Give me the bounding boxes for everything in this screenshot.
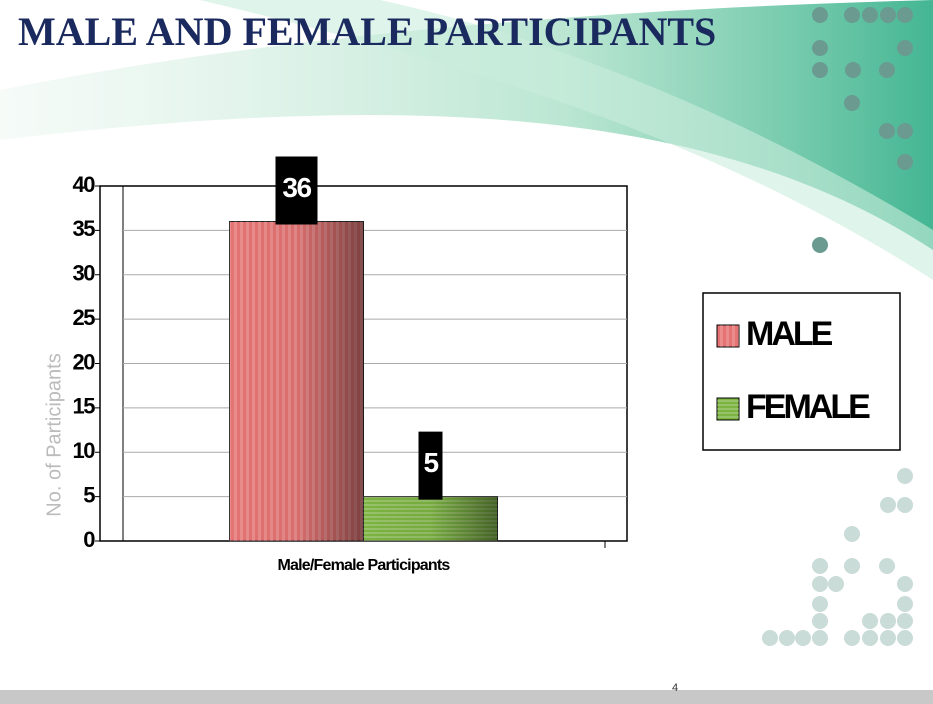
- slide-title: MALE AND FEMALE PARTICIPANTS: [18, 9, 716, 54]
- y-tick-label: 15: [73, 394, 96, 419]
- swoosh: [0, 0, 933, 250]
- y-tick-label: 25: [73, 305, 96, 330]
- swoosh-2: [200, 0, 933, 280]
- page-number: 4: [672, 682, 678, 694]
- data-label: 36: [282, 172, 311, 203]
- legend-swatch-texture: [717, 325, 739, 347]
- bar-shade: [363, 496, 498, 541]
- footer-bar: [0, 690, 933, 704]
- data-label: 5: [423, 447, 438, 478]
- legend-label: FEMALE: [746, 388, 870, 426]
- decor-dots: [812, 7, 913, 253]
- y-tick-label: 10: [73, 438, 96, 463]
- legend-label: MALE: [746, 315, 833, 353]
- y-tick-label: 30: [73, 261, 96, 286]
- decor-dots-light: [762, 468, 913, 646]
- y-tick-label: 35: [73, 216, 96, 241]
- y-axis-label: No. of Participants: [43, 353, 65, 516]
- bar-shade: [229, 221, 364, 541]
- data-label-box: [418, 431, 443, 500]
- x-tick-label: Male/Female Participants: [278, 557, 451, 574]
- y-tick-label: 20: [73, 349, 96, 374]
- y-tick-label: 40: [73, 172, 96, 197]
- data-label-box: [275, 156, 318, 225]
- y-tick-label: 0: [83, 527, 95, 552]
- legend-swatch-texture: [717, 398, 739, 420]
- y-tick-label: 5: [83, 482, 95, 507]
- legend-box: [702, 292, 901, 451]
